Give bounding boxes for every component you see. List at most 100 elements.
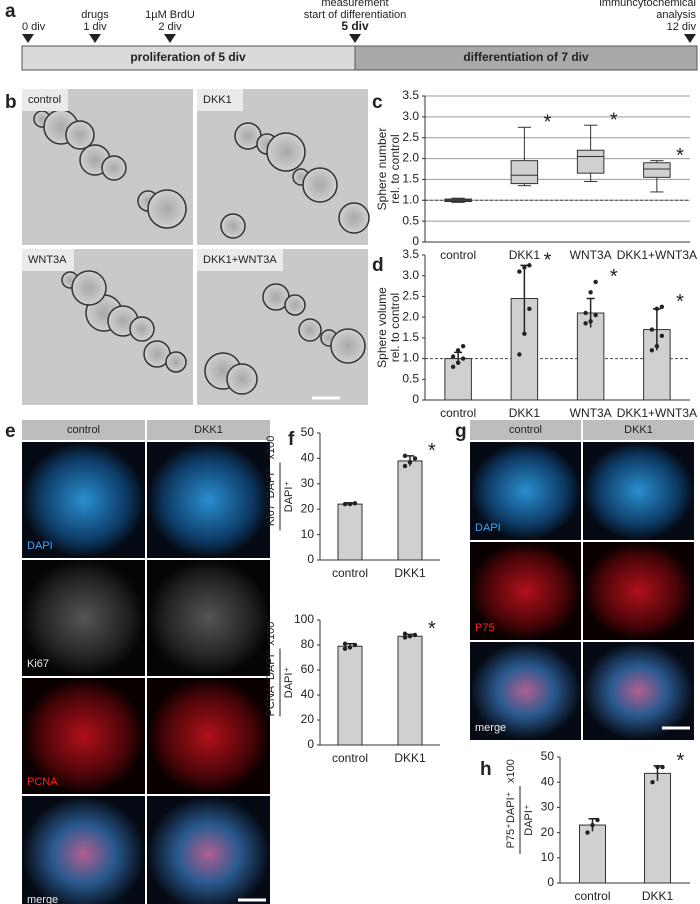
- y-tick-label: 0: [547, 875, 554, 889]
- y-tick-label: 3.0: [402, 109, 419, 123]
- y-tick-label: 10: [301, 527, 315, 541]
- data-point: [352, 642, 358, 648]
- data-point: [402, 631, 408, 636]
- sphere: [71, 270, 107, 306]
- fluorescence-image: [470, 642, 581, 740]
- data-point: [655, 764, 660, 770]
- y-tick-label: 2.5: [402, 289, 419, 303]
- panel-label: e: [5, 421, 16, 442]
- y-tick-label: 20: [301, 501, 315, 515]
- y-tick-label: 1.0: [402, 192, 419, 206]
- data-point: [347, 645, 353, 650]
- image-label-bg: [197, 89, 243, 111]
- data-point: [450, 354, 456, 359]
- fluorescence-image: [22, 796, 145, 904]
- sphere: [226, 363, 258, 395]
- y-tick-label: 3.0: [402, 268, 419, 282]
- sphere: [165, 351, 187, 373]
- x-tick-label: WNT3A: [570, 248, 612, 262]
- y-tick-label: 60: [301, 662, 315, 676]
- data-point: [407, 460, 413, 465]
- panel-label: f: [288, 429, 295, 450]
- sphere: [220, 213, 246, 239]
- channel-label: P75: [475, 622, 495, 634]
- significance-marker: *: [428, 440, 436, 462]
- y-label-denominator: DAPI⁺: [283, 667, 295, 699]
- event-label: start of differentiation: [304, 9, 407, 21]
- y-tick-label: 50: [301, 425, 315, 439]
- data-point: [517, 352, 522, 357]
- y-label-factor: x100: [265, 622, 277, 646]
- channel-label: merge: [475, 722, 506, 734]
- x-tick-label: DKK1: [509, 248, 541, 262]
- fluorescence-image: [583, 442, 694, 540]
- y-tick-label: 20: [541, 825, 555, 839]
- image-label: WNT3A: [28, 254, 67, 266]
- sphere: [266, 132, 306, 172]
- data-point: [522, 331, 527, 336]
- event-marker: [684, 34, 696, 43]
- y-axis-label: Ki67⁺DAPI⁺ DAPI⁺ x100: [265, 436, 295, 531]
- data-point: [527, 306, 532, 312]
- y-tick-label: 1.5: [402, 172, 419, 186]
- y-label-denominator: DAPI⁺: [283, 481, 295, 513]
- y-axis-label: Sphere number: [375, 128, 389, 211]
- data-point: [407, 634, 413, 639]
- y-tick-label: 0: [307, 737, 314, 751]
- y-axis-label: Sphere volume: [375, 287, 389, 368]
- y-tick-label: 0.5: [402, 371, 419, 385]
- y-tick-label: 1.5: [402, 330, 419, 344]
- y-tick-label: 2.0: [402, 151, 419, 165]
- y-tick-label: 40: [301, 451, 315, 465]
- data-point: [342, 501, 348, 507]
- channel-label: DAPI: [27, 540, 53, 552]
- phase-bar: [21, 45, 356, 71]
- x-tick-label: control: [440, 248, 476, 262]
- event-label: 12 div: [667, 21, 697, 33]
- sphere: [302, 167, 338, 203]
- significance-marker: *: [428, 618, 436, 640]
- y-tick-label: 30: [301, 476, 315, 490]
- data-point: [588, 290, 593, 295]
- significance-marker: *: [544, 112, 552, 134]
- event-marker: [89, 34, 101, 43]
- y-tick-label: 2.0: [402, 309, 419, 323]
- y-tick-label: 80: [301, 637, 315, 651]
- event-marker: [22, 34, 34, 43]
- y-tick-label: 100: [294, 612, 314, 626]
- image-label-bg: [22, 249, 74, 271]
- data-point: [412, 632, 418, 638]
- data-point: [522, 265, 527, 270]
- event-label: immuncytochemical: [599, 0, 696, 9]
- data-point: [583, 310, 588, 316]
- y-tick-label: 10: [541, 850, 555, 864]
- x-tick-label: WNT3A: [570, 406, 612, 420]
- significance-marker: *: [544, 250, 552, 272]
- y-tick-label: 40: [301, 687, 315, 701]
- image-label: DKK1+WNT3A: [203, 254, 277, 266]
- bar: [576, 312, 605, 401]
- data-point: [352, 501, 358, 506]
- data-point: [583, 321, 588, 326]
- event-label: 5 div: [341, 19, 369, 33]
- panel-label: h: [480, 759, 492, 780]
- event-marker: [349, 34, 361, 43]
- channel-label: merge: [27, 894, 58, 904]
- sphere: [101, 155, 127, 181]
- fluorescence-image: [147, 796, 270, 904]
- data-point: [455, 360, 461, 365]
- x-tick-label: DKK1: [394, 566, 426, 580]
- sphere: [129, 316, 155, 342]
- fluorescence-image: [147, 560, 270, 676]
- data-point: [402, 635, 408, 640]
- column-header: [583, 420, 694, 440]
- data-point: [590, 822, 595, 828]
- x-tick-label: DKK1: [509, 406, 541, 420]
- data-point: [593, 312, 598, 318]
- bar: [644, 772, 671, 884]
- y-tick-label: 1.0: [402, 351, 419, 365]
- channel-label: DAPI: [475, 522, 501, 534]
- y-tick-label: 0.5: [402, 213, 419, 227]
- panel-label: g: [455, 421, 467, 442]
